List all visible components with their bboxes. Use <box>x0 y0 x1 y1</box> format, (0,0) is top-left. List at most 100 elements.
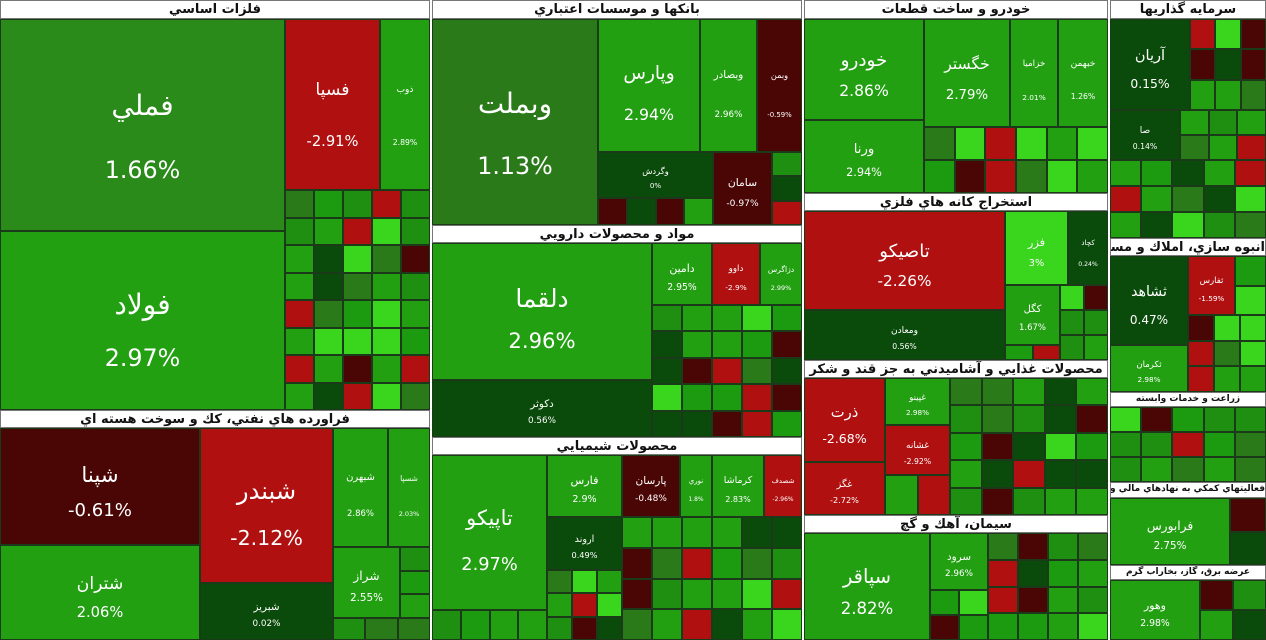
small-tile <box>1013 487 1045 515</box>
small-tile <box>547 570 572 594</box>
stock-change: -2.72% <box>830 495 859 506</box>
small-tile <box>652 305 682 332</box>
small-tile <box>285 355 314 383</box>
small-tile <box>1110 212 1142 238</box>
small-tile <box>314 382 343 410</box>
small-tile <box>1172 432 1204 457</box>
small-tile <box>1203 457 1235 482</box>
small-tile <box>372 382 401 410</box>
small-tile <box>930 615 959 640</box>
small-tile <box>924 127 955 160</box>
small-tile <box>1060 285 1084 310</box>
small-tile <box>1141 186 1173 212</box>
small-tile <box>682 305 712 332</box>
small-tile <box>742 578 772 610</box>
stock-change: 0% <box>649 181 662 191</box>
small-tile <box>460 610 490 640</box>
small-tile <box>1013 432 1045 461</box>
stock-change: 0.49% <box>571 550 598 561</box>
small-tile <box>1180 110 1209 135</box>
small-tile <box>652 609 682 640</box>
small-tile <box>401 190 430 218</box>
small-tile <box>712 305 742 332</box>
small-tile <box>652 547 682 579</box>
small-tile <box>712 578 742 610</box>
small-tile <box>1237 135 1266 160</box>
stock-tile: تاصيكو -2.26% <box>804 211 1005 310</box>
stock-change: 0.56% <box>892 341 917 351</box>
stock-name: ثكرمان <box>1136 359 1162 370</box>
small-tile <box>1018 533 1048 560</box>
stock-tile: شتران 2.06% <box>0 545 200 640</box>
small-tile <box>772 200 802 225</box>
small-tile <box>1048 613 1078 640</box>
stock-change: -2.96% <box>772 496 794 504</box>
small-tile <box>597 593 622 617</box>
small-tile <box>772 331 802 358</box>
stock-name: صا <box>1139 125 1151 136</box>
stock-name: فملي <box>111 89 174 123</box>
small-tile <box>1200 610 1233 640</box>
stock-name: خگستر <box>944 54 990 74</box>
small-tile <box>1076 487 1108 515</box>
small-tile <box>622 547 652 579</box>
small-tile <box>547 593 572 617</box>
small-tile <box>959 590 988 615</box>
small-tile <box>772 578 802 610</box>
stock-tile: فملي 1.66% <box>0 19 285 231</box>
stock-name: آريان <box>1134 48 1166 65</box>
small-tile <box>985 160 1016 193</box>
stock-name: ومعادن <box>890 325 919 336</box>
small-tile <box>1078 533 1108 560</box>
stock-tile: غگز -2.72% <box>804 462 885 515</box>
small-tile <box>772 517 802 548</box>
small-tile <box>1048 559 1078 587</box>
stock-name: ورنا <box>853 142 875 158</box>
stock-tile: دامين 2.95% <box>652 243 712 305</box>
small-tile <box>1032 345 1060 360</box>
small-tile <box>622 517 652 548</box>
stock-name: خودرو <box>840 49 888 71</box>
small-tile <box>401 217 430 245</box>
small-tile <box>1110 432 1142 457</box>
small-tile <box>1172 212 1204 238</box>
stock-tile: اروند 0.49% <box>547 517 622 570</box>
small-tile <box>285 190 314 218</box>
small-tile <box>401 300 430 328</box>
stock-change: 2.96% <box>714 109 743 120</box>
sector-header: فراورده هاي نفتي، كك و سوخت هسته اي <box>0 410 430 428</box>
small-tile <box>1188 366 1214 392</box>
stock-tile: ومعادن 0.56% <box>804 310 1005 360</box>
stock-change: 2.96% <box>508 327 576 353</box>
small-tile <box>1046 127 1078 160</box>
stock-tile: غپينو 2.98% <box>885 378 950 425</box>
stock-change: 2.98% <box>1137 374 1161 384</box>
stock-tile: خودرو 2.86% <box>804 19 924 120</box>
stock-tile: ذوب 2.89% <box>380 19 430 190</box>
small-tile <box>1141 407 1173 432</box>
stock-change: -2.12% <box>230 526 303 551</box>
sector-header: سرمايه گذاريها <box>1110 0 1266 19</box>
small-tile <box>930 590 959 615</box>
small-tile <box>712 357 742 385</box>
small-tile <box>1215 19 1241 50</box>
small-tile <box>372 217 401 245</box>
stock-name: دلقما <box>515 284 569 314</box>
stock-change: -0.61% <box>68 500 132 522</box>
stock-tile: سامان -0.97% <box>713 152 772 225</box>
stock-tile: كچاد 0.24% <box>1068 211 1108 285</box>
small-tile <box>1240 49 1266 80</box>
small-tile <box>1172 457 1204 482</box>
small-tile <box>682 384 712 411</box>
small-tile <box>1203 212 1235 238</box>
small-tile <box>1084 335 1108 360</box>
small-tile <box>981 405 1014 433</box>
small-tile <box>712 410 742 437</box>
small-tile <box>285 217 314 245</box>
small-tile <box>1235 256 1266 286</box>
stock-tile: وبصادر 2.96% <box>700 19 757 152</box>
stock-name: ذرت <box>830 403 859 421</box>
small-tile <box>981 487 1014 515</box>
small-tile <box>622 609 652 640</box>
stock-tile: فزر 3% <box>1005 211 1068 285</box>
